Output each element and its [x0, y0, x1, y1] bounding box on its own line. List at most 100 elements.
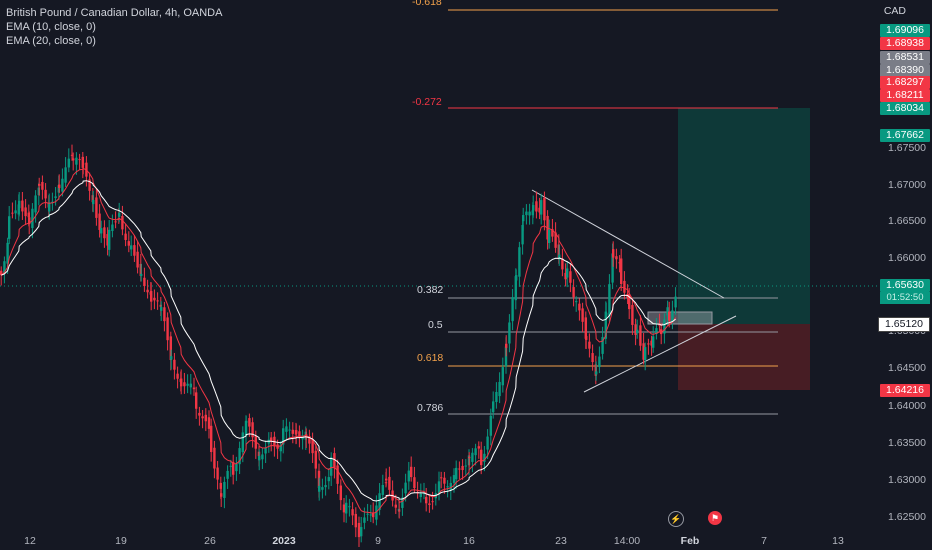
candle-body: [601, 336, 604, 354]
candle-body: [623, 280, 626, 293]
candle-body: [489, 415, 492, 436]
candle-body: [440, 477, 443, 479]
candle-body: [153, 297, 156, 301]
candle-body: [0, 270, 3, 276]
candle-body: [111, 224, 114, 232]
candle-body: [8, 216, 11, 239]
candle-body: [647, 343, 650, 345]
currency-label: CAD: [883, 5, 906, 17]
candle-body: [180, 378, 183, 387]
candle-body: [540, 200, 543, 215]
candle-body: [213, 447, 216, 469]
time-axis[interactable]: 12 19 26 2023 9 16 23 14:00 Feb 7 13: [0, 530, 932, 550]
price-tag: 1.68531: [880, 51, 930, 64]
candle-body: [505, 343, 508, 348]
candle-body: [455, 467, 458, 480]
candle-body: [18, 200, 21, 209]
candle-body: [401, 497, 404, 508]
candle-body: [251, 422, 254, 438]
candle-body: [348, 506, 351, 508]
time-label: 7: [761, 535, 767, 547]
candle-body: [483, 453, 486, 462]
price-scale[interactable]: CAD 1.67500 1.67000 1.66500 1.66000 1.65…: [878, 0, 932, 530]
candle-body: [636, 329, 639, 334]
candle-body: [428, 503, 431, 505]
candle-body: [642, 343, 645, 360]
candle-body: [452, 475, 456, 483]
candle-body: [369, 514, 372, 516]
candle-body: [61, 178, 64, 192]
candle-body: [572, 287, 575, 298]
candle-body: [363, 517, 366, 523]
price-label: 1.67000: [888, 179, 926, 191]
candle-body: [75, 157, 78, 165]
candle-body: [628, 294, 631, 310]
candle-body: [114, 221, 117, 223]
candle-body: [72, 158, 75, 161]
time-label: 19: [115, 535, 127, 547]
candle-body: [604, 311, 607, 339]
candle-body: [248, 418, 251, 427]
candle-body: [67, 158, 70, 168]
candle-body: [204, 414, 207, 422]
time-label: 2023: [272, 535, 296, 547]
current-price-tag: 1.65630: [880, 279, 930, 292]
candle-body: [314, 450, 317, 469]
candle-body: [140, 273, 143, 276]
candle-body: [186, 383, 189, 386]
candle-body: [229, 465, 232, 467]
candle-body: [98, 213, 101, 230]
candle-body: [279, 445, 282, 452]
price-label: 1.67500: [888, 142, 926, 154]
legend-ema10[interactable]: EMA (10, close, 0): [6, 21, 96, 33]
candle-body: [595, 371, 598, 375]
lightning-icon[interactable]: ⚡: [668, 511, 684, 527]
time-label: 26: [204, 535, 216, 547]
candle-body: [176, 373, 179, 379]
ema20-line: [1, 180, 676, 502]
candle-body: [671, 310, 674, 323]
candle-body: [615, 256, 618, 260]
candle-body: [207, 417, 211, 429]
candle-body: [639, 325, 642, 346]
candle-body: [407, 470, 410, 482]
price-label: 1.64500: [888, 362, 926, 374]
candle-body: [566, 268, 569, 278]
candle-body: [106, 234, 109, 246]
candle-body: [585, 336, 588, 340]
candle-body: [674, 296, 677, 308]
ema10-line: [0, 167, 677, 515]
candle-body: [295, 430, 298, 434]
candle-body: [78, 159, 81, 161]
candle-body: [360, 527, 363, 537]
candle-body: [282, 428, 285, 445]
candle-body: [163, 307, 166, 322]
candle-body: [241, 432, 244, 453]
candle-body: [31, 208, 34, 229]
candle-body: [581, 308, 584, 322]
candle-body: [474, 448, 477, 456]
candle-body: [92, 199, 95, 205]
candle-body: [422, 492, 426, 494]
candle-body: [381, 484, 384, 495]
candle-body: [394, 504, 397, 508]
candle-body: [333, 453, 336, 469]
candle-body: [522, 215, 525, 222]
candle-body: [210, 425, 213, 453]
legend-ema20[interactable]: EMA (20, close, 0): [6, 35, 96, 47]
candle-body: [258, 455, 261, 461]
candle-body: [471, 452, 474, 462]
time-label: 9: [375, 535, 381, 547]
price-tag: 1.68297: [880, 76, 930, 89]
candle-body: [354, 513, 357, 528]
flag-icon[interactable]: ⚑: [708, 511, 722, 525]
candle-body: [650, 340, 653, 346]
candle-body: [130, 245, 133, 250]
candle-body: [127, 241, 130, 246]
candle-body: [446, 486, 449, 488]
candle-body: [264, 447, 267, 454]
entry-box: [647, 311, 713, 325]
candle-body: [652, 336, 655, 348]
candle-body: [51, 201, 54, 203]
